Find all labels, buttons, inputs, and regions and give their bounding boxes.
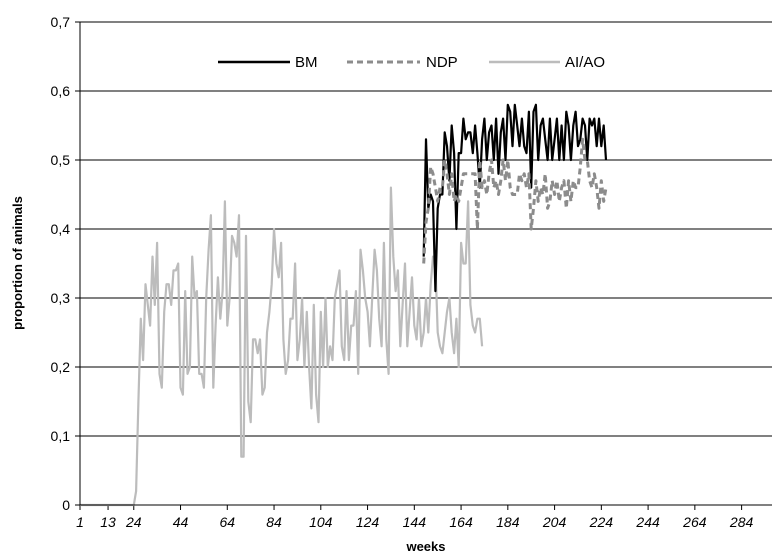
x-tick-label: 164: [449, 514, 473, 530]
x-tick-label: 204: [542, 514, 567, 530]
legend: BM NDP AI/AO: [218, 54, 605, 71]
x-tick-label: 184: [496, 514, 520, 530]
series-line-ai-ao: [80, 186, 484, 507]
y-axis-ticks: 0 0,1 0,2 0,3 0,4 0,5 0,6 0,7: [51, 14, 80, 513]
y-tick-label: 0,2: [51, 359, 71, 375]
x-tick-label: 224: [589, 514, 614, 530]
x-tick-label: 264: [682, 514, 707, 530]
y-tick-label: 0,1: [51, 428, 71, 444]
series-line-bm: [422, 103, 608, 293]
x-tick-label: 1: [76, 514, 84, 530]
series-lines: [80, 103, 608, 507]
x-tick-label: 84: [266, 514, 282, 530]
x-tick-label: 284: [729, 514, 754, 530]
x-axis-ticks: 1 13 24 44 64 84 104 124 144 164 184 204 224 244 264 28…: [76, 505, 754, 530]
plot-area: [80, 22, 772, 505]
x-tick-label: 104: [309, 514, 333, 530]
legend-label-ndp: NDP: [426, 54, 458, 71]
x-tick-label: 44: [173, 514, 189, 530]
x-tick-label: 64: [219, 514, 235, 530]
y-tick-label: 0,5: [51, 152, 71, 168]
y-tick-label: 0,3: [51, 290, 71, 306]
x-tick-label: 124: [356, 514, 380, 530]
legend-label-bm: BM: [295, 54, 318, 71]
y-tick-label: 0: [62, 497, 70, 513]
x-tick-label: 13: [100, 514, 116, 530]
x-tick-label: 144: [403, 514, 427, 530]
legend-label-aiao: AI/AO: [565, 54, 605, 71]
x-axis-title: weeks: [405, 539, 445, 553]
x-tick-label: 244: [635, 514, 660, 530]
y-tick-label: 0,7: [51, 14, 71, 30]
x-tick-label: 24: [125, 514, 142, 530]
y-tick-label: 0,4: [51, 221, 71, 237]
y-axis-title: proportion of animals: [10, 196, 25, 330]
y-tick-label: 0,6: [51, 83, 71, 99]
series-line-ndp: [422, 137, 608, 264]
